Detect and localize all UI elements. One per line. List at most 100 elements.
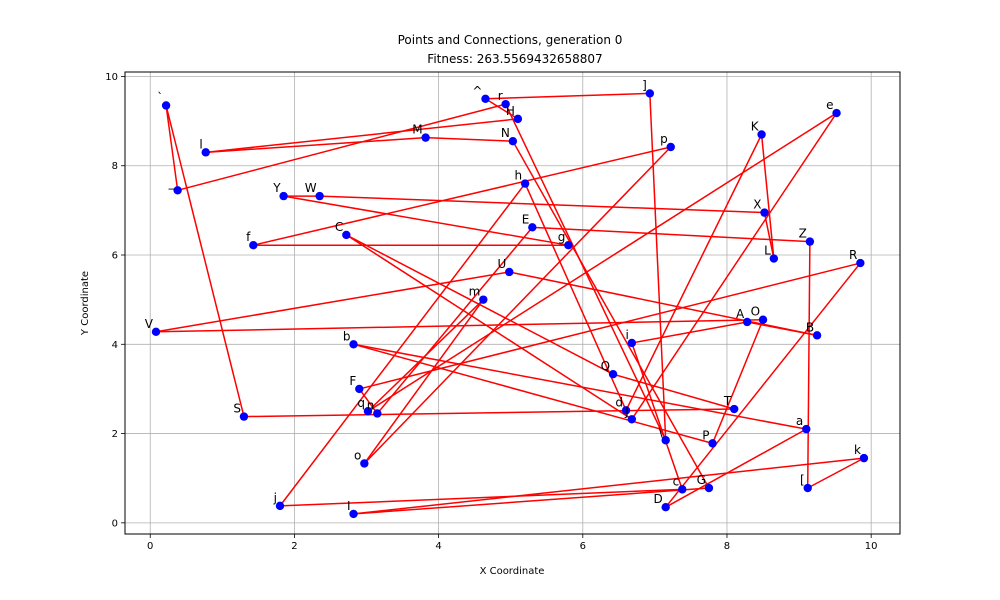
point-label: p (660, 132, 668, 146)
point-label: ` (157, 90, 163, 104)
data-point (627, 338, 637, 348)
connection-segment (631, 112, 838, 420)
plot-frame (124, 71, 901, 535)
data-point (661, 503, 670, 512)
point-label: c (673, 474, 680, 488)
data-point (832, 108, 841, 118)
data-point (513, 114, 523, 124)
connection-segment (359, 262, 861, 390)
x-tick-label: 6 (580, 541, 586, 552)
y-tick-label: 10 (105, 72, 118, 83)
data-point (621, 406, 631, 415)
connection-segment (358, 388, 378, 414)
point-label: d (615, 395, 623, 409)
y-tick-label: 2 (112, 429, 118, 440)
data-point (729, 404, 739, 414)
connection-segment (155, 271, 510, 333)
connection-segment (367, 112, 837, 412)
connection-segment (425, 136, 513, 142)
chart-title: Points and Connections, generation 0 (398, 33, 623, 47)
data-point (275, 501, 285, 511)
connection-segment (283, 195, 569, 246)
data-point (315, 191, 324, 201)
point-labels: ` _ r \ G N Ml H] ^ Ik F R [Z V Ua b P Oc j h Di g f Kn A B C Y X L We… (145, 78, 861, 512)
point-label: e (826, 98, 833, 112)
point-label: [ (800, 473, 805, 487)
connection-segment (763, 212, 775, 259)
point-label: h (515, 169, 523, 183)
point-label: n (367, 398, 375, 412)
point-label: V (145, 317, 154, 331)
point-label: r (498, 89, 503, 103)
data-point (856, 258, 865, 268)
axis-ticks: 0 2 4 6 8 10 0 2 4 6 8 10 (105, 72, 877, 552)
connection-segment (345, 234, 633, 420)
connection-segment (279, 488, 683, 507)
connection-segment (165, 105, 245, 417)
point-label: I (347, 499, 351, 513)
data-point (151, 327, 161, 336)
connection-lines (155, 92, 865, 515)
connection-segment (279, 183, 526, 507)
data-point (355, 384, 364, 394)
x-tick-label: 0 (147, 541, 153, 552)
connection-segment (806, 241, 811, 489)
connection-segment (345, 234, 614, 375)
connection-segment (665, 262, 861, 508)
connection-segment (353, 343, 713, 445)
connection-segment (205, 136, 426, 154)
connection-segment (363, 299, 484, 464)
data-point (742, 317, 752, 327)
connection-segment (367, 299, 484, 412)
data-point (769, 254, 779, 263)
connection-segment (253, 146, 671, 246)
connection-segment (353, 487, 710, 515)
connection-segment (376, 226, 533, 414)
connection-segment (353, 343, 807, 430)
connection-segment (760, 134, 775, 259)
point-label: l (199, 137, 202, 151)
y-tick-label: 4 (112, 340, 118, 351)
connection-segment (353, 457, 865, 515)
point-label: O (751, 305, 760, 319)
data-point (508, 136, 518, 146)
connection-segment (363, 146, 672, 464)
y-tick-label: 0 (112, 518, 118, 529)
data-point (201, 148, 210, 157)
point-label: a (796, 414, 803, 428)
connection-segment (243, 408, 735, 418)
data-point (279, 191, 288, 201)
x-axis-title: X Coordinate (480, 566, 545, 577)
point-label: C (335, 220, 343, 234)
data-point (803, 483, 812, 493)
point-label: ^ (472, 84, 482, 98)
x-tick-label: 8 (724, 541, 730, 552)
point-label: ] (642, 78, 647, 92)
connection-segment (177, 103, 506, 192)
connection-segment (625, 134, 763, 411)
point-label: W (305, 181, 317, 195)
point-label: F (349, 374, 356, 388)
point-label: P (702, 428, 709, 442)
data-point (421, 133, 430, 142)
data-point (161, 101, 171, 110)
point-label: R (849, 248, 857, 262)
data-point (666, 142, 675, 152)
point-label: K (751, 119, 760, 133)
point-label: S (233, 402, 241, 416)
data-point (481, 94, 490, 103)
connection-segment (711, 319, 764, 444)
point-label: L (764, 244, 771, 258)
connection-segment (485, 98, 519, 120)
point-label: T (723, 394, 732, 408)
data-point (349, 340, 358, 349)
x-tick-label: 10 (865, 541, 878, 552)
point-label: E (522, 212, 530, 226)
data-point (802, 424, 811, 434)
data-point (704, 483, 714, 493)
data-point (342, 230, 351, 240)
data-point (363, 407, 373, 416)
data-point (505, 267, 514, 277)
connection-segment (512, 140, 710, 489)
